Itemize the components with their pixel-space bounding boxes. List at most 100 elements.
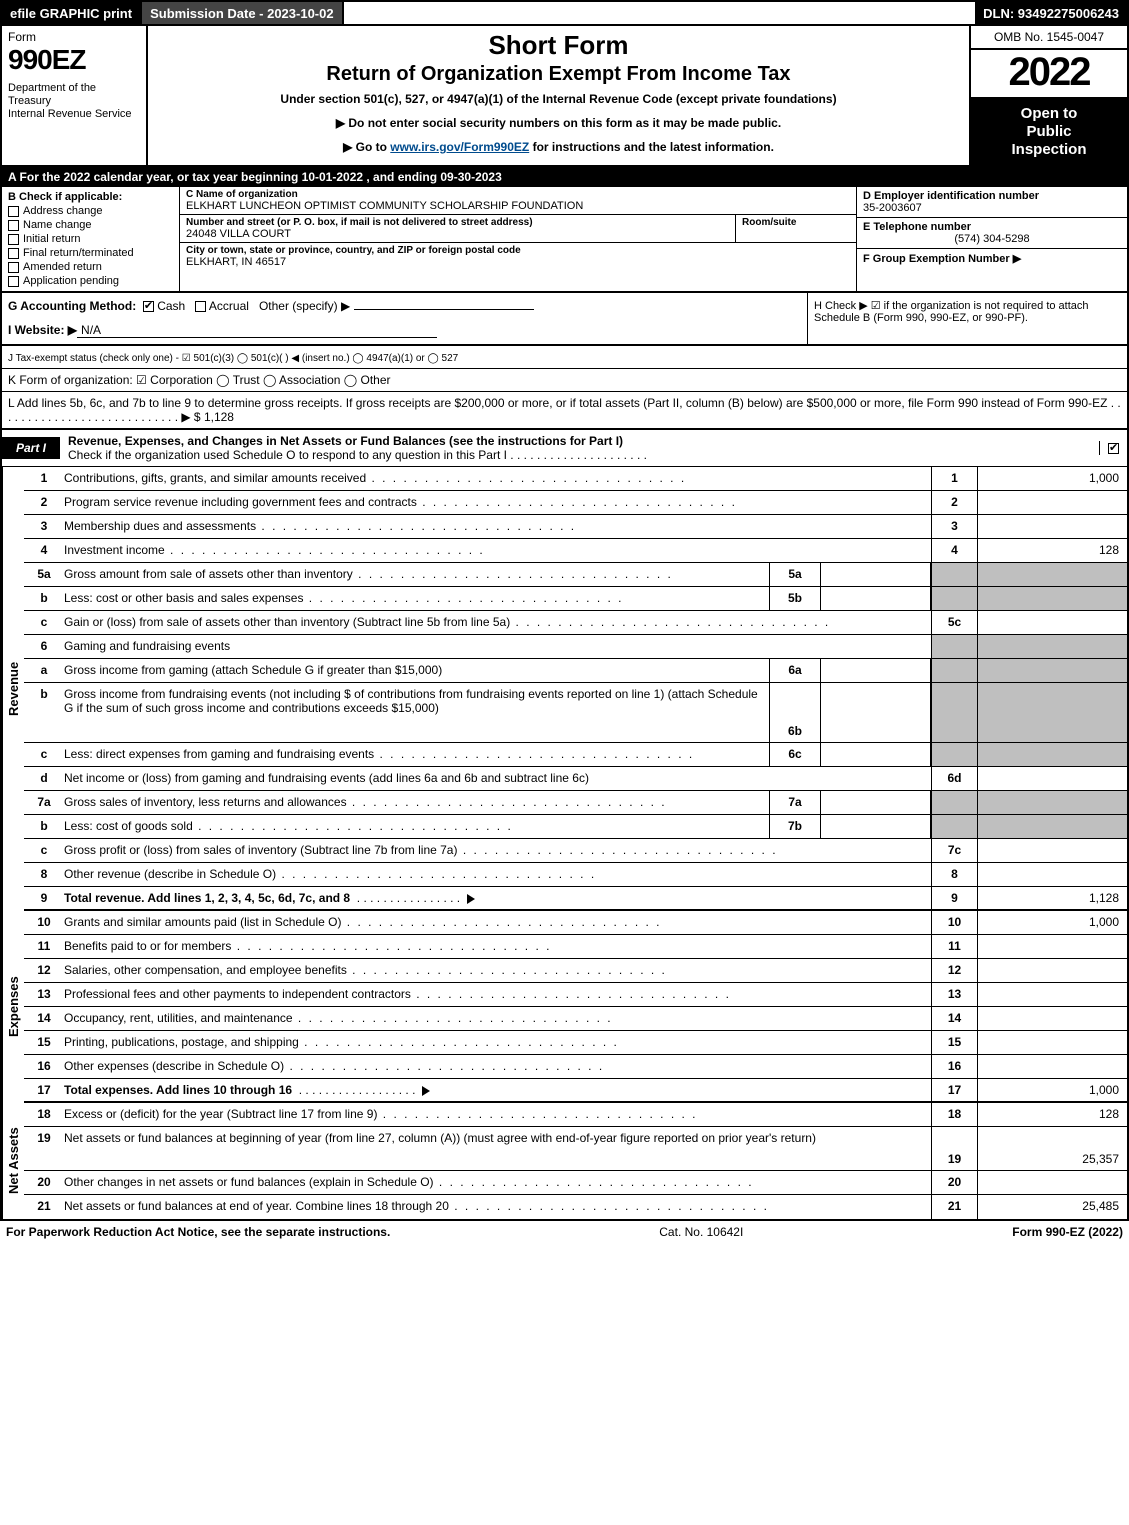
topbar-spacer xyxy=(344,2,976,24)
line-refnum: 2 xyxy=(931,491,977,514)
line-num: a xyxy=(24,659,64,682)
E-label: E Telephone number xyxy=(863,221,1121,233)
D-label: D Employer identification number xyxy=(863,190,1121,202)
line-subnum: 6c xyxy=(769,743,821,766)
line-amount xyxy=(977,659,1127,682)
L-val: 1,128 xyxy=(204,410,234,424)
form-id-block: Form 990EZ Department of the Treasury In… xyxy=(2,26,148,165)
line-subnum: 7b xyxy=(769,815,821,838)
form-title: Short Form xyxy=(156,30,961,61)
line-refnum: 16 xyxy=(931,1055,977,1078)
line-num: c xyxy=(24,611,64,634)
line-desc: Other changes in net assets or fund bala… xyxy=(64,1171,931,1194)
opt-application-pending[interactable]: Application pending xyxy=(8,275,173,287)
GHI-left: G Accounting Method: Cash Accrual Other … xyxy=(2,293,807,344)
line-amount xyxy=(977,815,1127,838)
line-refnum: 18 xyxy=(931,1103,977,1126)
line-amount xyxy=(977,1055,1127,1078)
note2-pre: ▶ Go to xyxy=(343,140,390,154)
line-num: 12 xyxy=(24,959,64,982)
line-num: 3 xyxy=(24,515,64,538)
expenses-grid: Expenses 10 Grants and similar amounts p… xyxy=(0,911,1129,1103)
line-num: 16 xyxy=(24,1055,64,1078)
G-other-input[interactable] xyxy=(354,309,534,310)
opt-label: Application pending xyxy=(23,275,119,287)
line-desc-text: Total revenue. Add lines 1, 2, 3, 4, 5c,… xyxy=(64,891,350,905)
part1-title-text: Revenue, Expenses, and Changes in Net As… xyxy=(68,434,623,448)
line-subnum: 7a xyxy=(769,791,821,814)
line-desc-text: Total expenses. Add lines 10 through 16 xyxy=(64,1083,292,1097)
line-num: 15 xyxy=(24,1031,64,1054)
line-desc: Professional fees and other payments to … xyxy=(64,983,931,1006)
line-amount xyxy=(977,611,1127,634)
line-8: 8 Other revenue (describe in Schedule O)… xyxy=(24,863,1127,887)
line-amount: 1,128 xyxy=(977,887,1127,909)
line-num: 5a xyxy=(24,563,64,586)
line-num: 20 xyxy=(24,1171,64,1194)
part1-title: Revenue, Expenses, and Changes in Net As… xyxy=(60,430,1099,466)
line-subval xyxy=(821,563,931,586)
department: Department of the Treasury Internal Reve… xyxy=(8,82,140,122)
checkbox-icon xyxy=(195,301,206,312)
line-refnum: 8 xyxy=(931,863,977,886)
line-amount: 1,000 xyxy=(977,1079,1127,1101)
line-subval xyxy=(821,791,931,814)
line-amount: 128 xyxy=(977,1103,1127,1126)
line-7b: b Less: cost of goods sold 7b xyxy=(24,815,1127,839)
opt-name-change[interactable]: Name change xyxy=(8,219,173,231)
note2-post: for instructions and the latest informat… xyxy=(529,140,774,154)
form-right-block: OMB No. 1545-0047 2022 Open to Public In… xyxy=(971,26,1127,165)
line-subnum: 5b xyxy=(769,587,821,610)
line-7a: 7a Gross sales of inventory, less return… xyxy=(24,791,1127,815)
I-val: N/A xyxy=(77,323,437,338)
form-title-block: Short Form Return of Organization Exempt… xyxy=(148,26,971,165)
form-note-2: ▶ Go to www.irs.gov/Form990EZ for instru… xyxy=(156,140,961,154)
netassets-grid: Net Assets 18 Excess or (deficit) for th… xyxy=(0,1103,1129,1221)
opt-initial-return[interactable]: Initial return xyxy=(8,233,173,245)
line-I: I Website: ▶N/A xyxy=(8,323,801,338)
line-J: J Tax-exempt status (check only one) - ☑… xyxy=(0,346,1129,369)
part1-checkbox[interactable] xyxy=(1099,441,1127,455)
footer-mid: Cat. No. 10642I xyxy=(659,1225,743,1239)
line-refnum: 20 xyxy=(931,1171,977,1194)
line-10: 10 Grants and similar amounts paid (list… xyxy=(24,911,1127,935)
line-2: 2 Program service revenue including gove… xyxy=(24,491,1127,515)
line-refnum: 5c xyxy=(931,611,977,634)
H-text: H Check ▶ ☑ if the organization is not r… xyxy=(814,300,1089,324)
line-desc: Occupancy, rent, utilities, and maintena… xyxy=(64,1007,931,1030)
line-7c: c Gross profit or (loss) from sales of i… xyxy=(24,839,1127,863)
line-refnum xyxy=(931,635,977,658)
footer-right: Form 990-EZ (2022) xyxy=(1012,1225,1123,1239)
line-6: 6 Gaming and fundraising events xyxy=(24,635,1127,659)
G-cash: Cash xyxy=(157,299,185,313)
line-5b: b Less: cost or other basis and sales ex… xyxy=(24,587,1127,611)
line-desc: Net assets or fund balances at end of ye… xyxy=(64,1195,931,1219)
line-amount xyxy=(977,491,1127,514)
line-17: 17 Total expenses. Add lines 10 through … xyxy=(24,1079,1127,1103)
line-13: 13 Professional fees and other payments … xyxy=(24,983,1127,1007)
line-amount: 25,485 xyxy=(977,1195,1127,1219)
line-desc: Membership dues and assessments xyxy=(64,515,931,538)
line-refnum: 1 xyxy=(931,467,977,490)
opt-address-change[interactable]: Address change xyxy=(8,205,173,217)
tax-year: 2022 xyxy=(971,50,1127,99)
line-num: 6 xyxy=(24,635,64,658)
line-num: c xyxy=(24,839,64,862)
line-desc: Net income or (loss) from gaming and fun… xyxy=(64,767,931,790)
line-amount: 1,000 xyxy=(977,911,1127,934)
line-amount xyxy=(977,587,1127,610)
col-B: B Check if applicable: Address change Na… xyxy=(2,187,180,291)
irs-link[interactable]: www.irs.gov/Form990EZ xyxy=(390,140,529,154)
opt-amended-return[interactable]: Amended return xyxy=(8,261,173,273)
line-amount xyxy=(977,515,1127,538)
line-desc: Gaming and fundraising events xyxy=(64,635,931,658)
checkbox-icon xyxy=(143,301,154,312)
F-group: F Group Exemption Number ▶ xyxy=(857,249,1127,268)
efile-label: efile GRAPHIC print xyxy=(2,2,142,24)
opt-final-return[interactable]: Final return/terminated xyxy=(8,247,173,259)
line-6d: d Net income or (loss) from gaming and f… xyxy=(24,767,1127,791)
line-subval xyxy=(821,683,931,742)
line-desc: Printing, publications, postage, and shi… xyxy=(64,1031,931,1054)
line-num: b xyxy=(24,587,64,610)
line-num: 19 xyxy=(24,1127,64,1170)
